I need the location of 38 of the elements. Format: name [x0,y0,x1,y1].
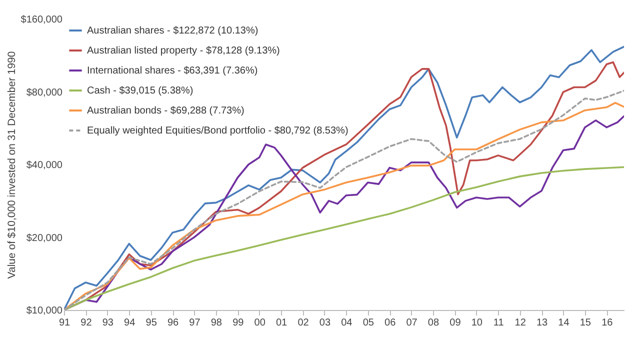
x-tick-label: 09 [450,318,462,328]
x-tick-label: 15 [580,318,592,328]
x-tick-label: 16 [602,318,614,328]
x-tick-label: 92 [80,318,92,328]
y-tick-label: $80,000 [26,87,63,98]
y-tick-label: $40,000 [26,160,63,171]
x-tick-label: 14 [558,318,570,328]
legend-label: International shares - $63,391 (7.36%) [87,66,258,76]
x-tick-label: 10 [471,318,483,328]
x-tick-label: 06 [384,318,396,328]
x-tick-label: 91 [58,318,70,328]
y-tick-label: $10,000 [26,306,63,316]
x-tick-label: 00 [254,318,266,328]
y-tick-label: $160,000 [20,14,63,26]
legend-label: Australian shares - $122,872 (10.13%) [87,26,258,36]
x-tick-label: 01 [276,318,288,328]
y-axis-title: Value of $10,000 invested on 31 December 1990 [6,51,18,279]
x-tick-label: 05 [362,318,374,328]
x-tick-label: 04 [341,318,353,328]
legend-label: Australian listed property - $78,128 (9.13%) [87,46,280,56]
x-tick-label: 13 [536,318,548,328]
x-tick-label: 11 [493,318,504,328]
y-tick-label: $20,000 [26,232,63,244]
x-tick-label: 93 [102,318,114,328]
x-tick-label: 07 [406,318,418,328]
legend-label: Cash - $39,015 (5.38%) [87,86,194,96]
x-tick-label: 99 [232,318,244,328]
x-tick-label: 03 [319,318,331,328]
x-tick-label: 02 [298,318,310,328]
legend-label: Australian bonds - $69,288 (7.73%) [87,106,244,116]
x-tick-label: 95 [146,318,158,328]
x-tick-label: 94 [124,318,136,328]
x-tick-label: 08 [428,318,440,328]
x-tick-label: 98 [210,318,222,328]
legend-label: Equally weighted Equities/Bond portfolio - $80,792 (8.53%) [87,126,348,136]
x-tick-label: 97 [189,318,201,328]
x-tick-label: 96 [167,318,180,328]
x-tick-label: 12 [514,318,526,328]
